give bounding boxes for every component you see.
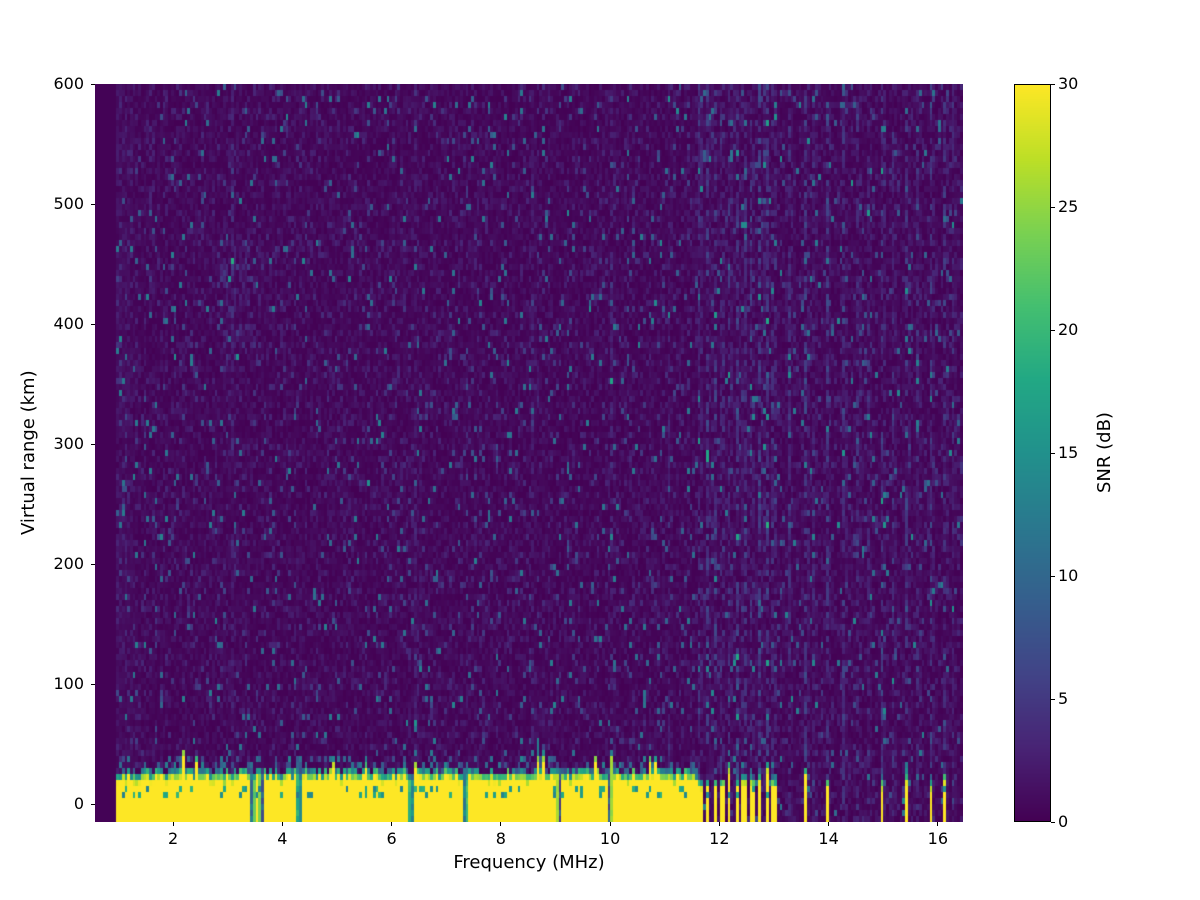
y-tick-mark [91,443,95,445]
x-axis-label: Frequency (MHz) [453,852,605,873]
x-tick-label: 2 [168,829,179,848]
y-tick-mark [91,563,95,565]
x-tick-mark [718,822,720,826]
x-tick-mark [828,822,830,826]
y-tick-label: 400 [53,314,84,333]
x-tick-label: 14 [818,829,839,848]
ionogram-heatmap [95,84,963,822]
x-tick-mark [937,822,939,826]
x-tick-label: 16 [927,829,949,848]
x-tick-mark [172,822,174,826]
colorbar-gradient [1015,85,1050,821]
x-tick-label: 6 [386,829,397,848]
x-tick-mark [391,822,393,826]
x-tick-mark [609,822,611,826]
x-tick-label: 8 [495,829,506,848]
x-tick-label: 12 [709,829,730,848]
colorbar-tick-label: 20 [1058,320,1079,339]
colorbar-tick-mark [1051,83,1055,85]
y-tick-mark [91,83,95,85]
y-tick-label: 500 [53,194,84,213]
colorbar-tick-mark [1051,452,1055,454]
y-tick-mark [91,683,95,685]
y-tick-mark [91,203,95,205]
colorbar-tick-label: 0 [1058,812,1069,831]
colorbar-tick-label: 25 [1058,197,1079,216]
colorbar [1014,84,1051,822]
colorbar-tick-mark [1051,821,1055,823]
y-tick-mark [91,803,95,805]
colorbar-tick-mark [1051,329,1055,331]
y-tick-label: 100 [53,674,84,693]
colorbar-tick-label: 30 [1058,74,1079,93]
colorbar-tick-mark [1051,575,1055,577]
colorbar-tick-mark [1051,206,1055,208]
y-tick-label: 0 [73,794,84,813]
colorbar-tick-label: 15 [1058,443,1079,462]
colorbar-tick-label: 10 [1058,566,1079,585]
y-tick-label: 600 [53,74,84,93]
y-tick-label: 200 [53,554,84,573]
x-tick-label: 4 [277,829,288,848]
colorbar-tick-label: 5 [1058,689,1069,708]
x-tick-label: 10 [599,829,621,848]
colorbar-tick-mark [1051,698,1055,700]
y-tick-label: 300 [53,434,84,453]
plot-area [95,84,963,822]
x-tick-mark [281,822,283,826]
x-tick-mark [500,822,502,826]
y-tick-mark [91,323,95,325]
